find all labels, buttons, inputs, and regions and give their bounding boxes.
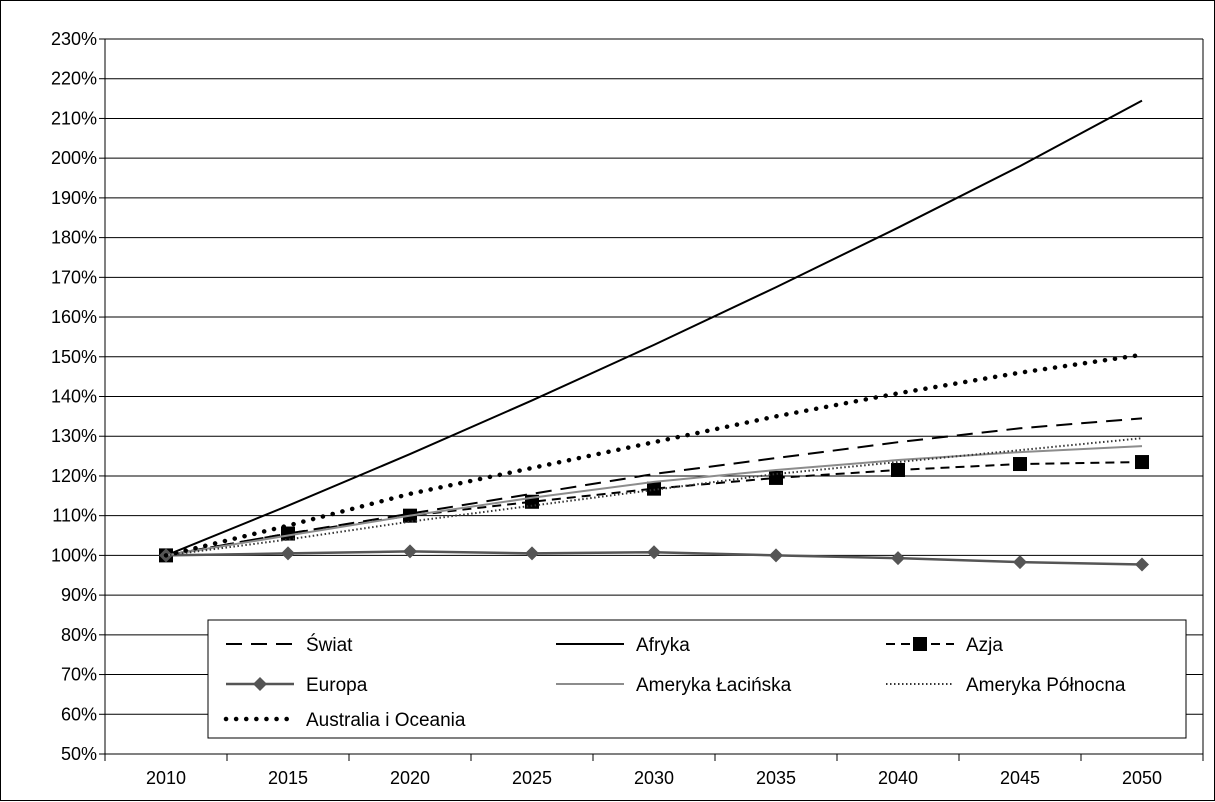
x-tick-label: 2015 [268, 768, 308, 788]
series-3-point [891, 551, 905, 566]
legend-label-1: Afryka [636, 635, 690, 656]
legend-label-3: Europa [306, 675, 368, 696]
x-tick-label: 2035 [756, 768, 796, 788]
legend-label-2: Azja [966, 635, 1003, 656]
series-3-point [403, 544, 417, 559]
series-line-2 [165, 461, 1143, 557]
legend: Świat Afryka Azja Europa Ameryka Łacińska Ame… [207, 619, 1187, 739]
legend-label-4: Ameryka Łacińska [636, 675, 792, 696]
y-tick-label: 150% [51, 347, 97, 367]
y-tick-label: 110% [52, 506, 97, 526]
y-tick-label: 170% [51, 267, 97, 287]
legend-box [207, 619, 1187, 739]
x-tick-label: 2030 [634, 768, 674, 788]
legend-label-5: Ameryka Północna [966, 675, 1126, 696]
x-tick-label: 2045 [1000, 768, 1040, 788]
y-tick-label: 60% [61, 704, 97, 724]
x-tick-label: 2040 [878, 768, 918, 788]
series-3-point [525, 546, 539, 561]
legend-marker-3 [253, 677, 267, 691]
series-2-point [1013, 457, 1027, 472]
legend-label-6: Australia i Oceania [306, 710, 466, 731]
x-tick-label: 2010 [146, 768, 186, 788]
x-tick-label: 2020 [390, 768, 430, 788]
series-line-5 [165, 437, 1143, 557]
y-tick-label: 100% [51, 545, 97, 565]
series-3-point [1013, 555, 1027, 570]
y-tick-label: 120% [51, 466, 97, 486]
y-tick-label: 70% [61, 665, 97, 685]
y-tick-label: 220% [51, 69, 97, 89]
y-tick-label: 190% [51, 188, 97, 208]
axes-layer: 50% 60% 70% 80% 90% 100% 110% 120% 130% 140% 150% 1… [51, 29, 1204, 788]
y-tick-label: 130% [51, 426, 97, 446]
y-tick-label: 140% [51, 387, 97, 407]
series-2-point [1135, 455, 1149, 470]
series-2-point [769, 470, 783, 485]
series-3-point [281, 546, 295, 561]
series-2-point [647, 481, 661, 496]
y-tick-label: 210% [51, 108, 97, 128]
series-3-point [647, 545, 661, 560]
y-tick-label: 50% [61, 744, 97, 764]
series-line-1 [165, 99, 1143, 557]
y-tick-label: 200% [51, 148, 97, 168]
series-2-point [891, 462, 905, 477]
y-tick-label: 90% [61, 585, 97, 605]
series-line-4 [165, 445, 1143, 557]
series-layer [159, 99, 1149, 572]
series-line-6 [163, 352, 1145, 558]
x-tick-label: 2025 [512, 768, 552, 788]
series-3-point [1135, 557, 1149, 572]
legend-marker-2 [913, 637, 927, 651]
x-tick-label: 2050 [1122, 768, 1162, 788]
y-tick-label: 180% [51, 228, 97, 248]
series-3-point [769, 548, 783, 563]
y-tick-label: 160% [51, 307, 97, 327]
y-tick-label: 230% [51, 29, 97, 49]
legend-label-0: Świat [306, 634, 353, 656]
y-tick-label: 80% [61, 625, 97, 645]
